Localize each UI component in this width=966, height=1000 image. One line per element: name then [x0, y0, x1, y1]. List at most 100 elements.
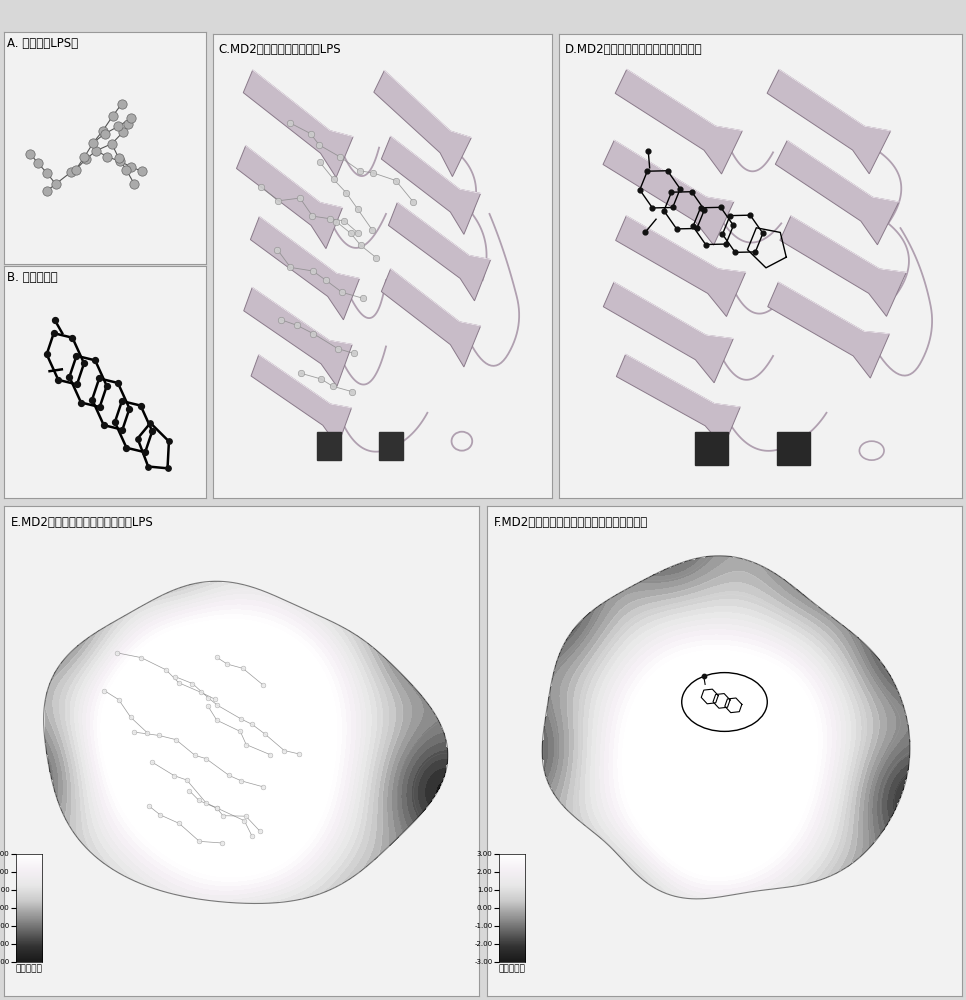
Point: [30, 155, 45, 171]
Point: [244, 828, 260, 844]
Point: [161, 433, 177, 449]
Point: [270, 193, 286, 209]
Polygon shape: [767, 69, 891, 174]
Point: [65, 330, 80, 346]
Point: [684, 184, 699, 200]
Point: [78, 151, 94, 167]
Point: [743, 207, 758, 223]
Point: [344, 384, 359, 400]
Point: [313, 371, 328, 387]
Point: [293, 190, 308, 206]
Point: [353, 237, 368, 253]
Point: [40, 165, 55, 181]
Polygon shape: [615, 69, 743, 174]
Point: [86, 135, 101, 151]
Point: [303, 126, 319, 142]
Point: [153, 807, 168, 823]
Point: [237, 813, 252, 829]
Point: [253, 179, 269, 195]
Polygon shape: [615, 216, 746, 317]
Point: [40, 183, 55, 199]
Point: [215, 808, 231, 824]
Point: [219, 656, 235, 672]
Point: [696, 668, 711, 684]
Polygon shape: [768, 282, 890, 378]
Point: [114, 96, 129, 112]
Point: [276, 743, 292, 759]
Point: [318, 272, 333, 288]
Point: [105, 108, 121, 124]
Point: [115, 422, 130, 438]
Point: [244, 716, 260, 732]
Point: [406, 194, 421, 210]
Point: [210, 800, 225, 816]
Text: D.MD2蛋白｛带状图｝结合雷公藤红素: D.MD2蛋白｛带状图｝结合雷公藤红素: [565, 43, 703, 56]
Point: [168, 669, 184, 685]
Point: [39, 346, 54, 362]
Polygon shape: [243, 70, 353, 177]
Point: [76, 149, 92, 165]
Point: [185, 676, 200, 692]
Point: [191, 792, 207, 808]
Point: [127, 724, 142, 740]
Point: [685, 218, 700, 234]
Point: [388, 173, 404, 189]
Point: [351, 225, 366, 241]
Point: [96, 417, 111, 433]
Point: [69, 348, 84, 364]
Point: [92, 399, 107, 415]
Text: B. 雷公藤红素: B. 雷公藤红素: [7, 271, 58, 284]
Point: [644, 200, 660, 216]
Point: [346, 345, 361, 361]
Point: [255, 779, 270, 795]
Point: [365, 165, 381, 181]
Point: [88, 352, 103, 368]
Point: [727, 244, 743, 260]
Point: [145, 754, 160, 770]
Point: [353, 163, 368, 179]
Point: [234, 773, 249, 789]
Point: [234, 711, 249, 727]
Point: [46, 325, 62, 341]
Point: [294, 365, 309, 381]
Point: [122, 401, 137, 417]
Point: [715, 226, 730, 242]
Point: [233, 723, 248, 739]
Polygon shape: [604, 282, 733, 383]
Point: [209, 712, 224, 728]
Point: [257, 726, 272, 742]
Point: [121, 116, 136, 132]
Point: [124, 110, 139, 126]
Point: [283, 115, 298, 131]
Point: [200, 698, 215, 714]
Polygon shape: [251, 355, 352, 446]
Point: [159, 460, 175, 476]
Point: [235, 660, 250, 676]
Point: [326, 171, 341, 187]
Point: [304, 208, 320, 224]
Point: [179, 772, 194, 788]
Point: [332, 149, 348, 165]
Point: [364, 222, 380, 238]
Point: [134, 163, 150, 179]
Point: [748, 244, 763, 260]
Point: [166, 768, 182, 784]
Polygon shape: [382, 269, 480, 367]
Point: [723, 208, 738, 224]
Point: [312, 154, 327, 170]
Text: F.MD2蛋白｛表面疏水性图｝结合雷公藤红素: F.MD2蛋白｛表面疏水性图｝结合雷公藤红素: [494, 516, 648, 529]
Text: C.MD2蛋白｛带状图｝结合LPS: C.MD2蛋白｛带状图｝结合LPS: [218, 43, 341, 56]
Point: [99, 149, 115, 165]
Point: [290, 317, 305, 333]
Point: [660, 163, 675, 179]
Text: 疏水性标度: 疏水性标度: [15, 964, 43, 973]
Point: [111, 692, 127, 708]
Point: [123, 159, 138, 175]
Point: [112, 153, 128, 169]
Point: [291, 746, 306, 762]
Point: [171, 815, 186, 831]
Point: [145, 423, 160, 439]
Polygon shape: [780, 216, 906, 316]
Point: [47, 312, 63, 328]
Point: [142, 798, 157, 814]
